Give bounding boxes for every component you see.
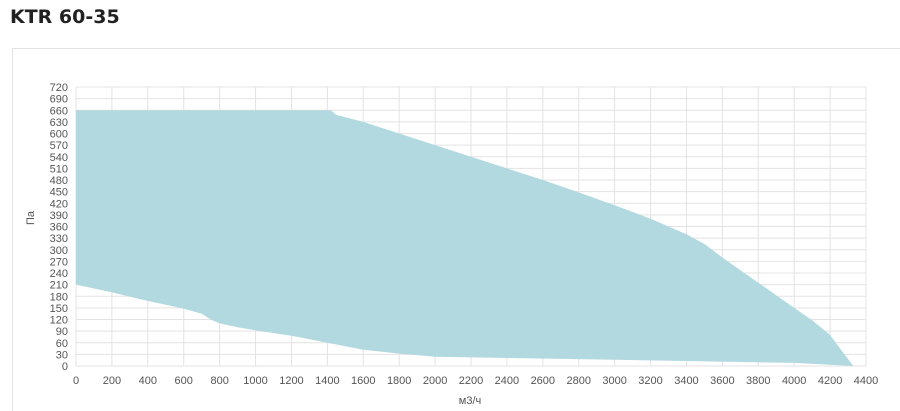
x-tick-label: 600 — [175, 375, 193, 387]
y-axis-ticks: 0306090120150180210240270300330360390420… — [50, 82, 68, 373]
y-tick-label: 240 — [50, 268, 68, 280]
y-tick-label: 660 — [50, 105, 68, 117]
x-tick-label: 3600 — [710, 375, 734, 387]
y-tick-label: 30 — [56, 349, 68, 361]
y-tick-label: 360 — [50, 222, 68, 234]
y-tick-label: 0 — [62, 361, 68, 373]
x-tick-label: 3400 — [674, 375, 698, 387]
y-tick-label: 180 — [50, 291, 68, 303]
x-tick-label: 800 — [210, 375, 228, 387]
y-tick-label: 60 — [56, 338, 68, 350]
x-tick-label: 1600 — [351, 375, 375, 387]
x-tick-label: 2800 — [566, 375, 590, 387]
x-tick-label: 200 — [103, 375, 121, 387]
x-tick-label: 4200 — [818, 375, 842, 387]
x-axis-ticks: 0 200 400 600 800 1000 1200 1400 1600 1800 2000 220… — [73, 375, 878, 387]
y-tick-label: 540 — [50, 152, 68, 164]
x-axis-label: м3/ч — [459, 395, 481, 407]
y-tick-label: 630 — [50, 117, 68, 129]
x-tick-label: 400 — [139, 375, 157, 387]
x-tick-label: 0 — [73, 375, 79, 387]
chart-frame — [12, 48, 900, 411]
x-tick-label: 1200 — [279, 375, 303, 387]
y-tick-label: 120 — [50, 315, 68, 327]
y-axis-label: Па — [25, 210, 37, 225]
y-tick-label: 420 — [50, 198, 68, 210]
x-tick-label: 3800 — [746, 375, 770, 387]
y-tick-label: 570 — [50, 140, 68, 152]
y-tick-label: 150 — [50, 303, 68, 315]
x-tick-label: 1000 — [243, 375, 267, 387]
x-tick-label: 2600 — [531, 375, 555, 387]
operating-area — [76, 110, 854, 366]
x-tick-label: 4000 — [782, 375, 806, 387]
y-tick-label: 210 — [50, 280, 68, 292]
x-tick-label: 4400 — [854, 375, 878, 387]
y-tick-label: 300 — [50, 245, 68, 257]
y-tick-label: 480 — [50, 175, 68, 187]
y-tick-label: 720 — [50, 82, 68, 94]
x-tick-label: 2400 — [495, 375, 519, 387]
x-tick-label: 3000 — [602, 375, 626, 387]
y-tick-label: 450 — [50, 187, 68, 199]
x-tick-label: 2000 — [423, 375, 447, 387]
y-tick-label: 390 — [50, 210, 68, 222]
y-tick-label: 270 — [50, 256, 68, 268]
y-tick-label: 690 — [50, 94, 68, 106]
y-tick-label: 600 — [50, 129, 68, 141]
x-tick-label: 1400 — [315, 375, 339, 387]
y-tick-label: 510 — [50, 163, 68, 175]
y-tick-label: 330 — [50, 233, 68, 245]
operating-area-polygon — [76, 110, 854, 366]
page-title: KTR 60-35 — [10, 6, 120, 28]
y-tick-label: 90 — [56, 326, 68, 338]
x-tick-label: 1800 — [387, 375, 411, 387]
x-tick-label: 2200 — [459, 375, 483, 387]
x-tick-label: 3200 — [638, 375, 662, 387]
